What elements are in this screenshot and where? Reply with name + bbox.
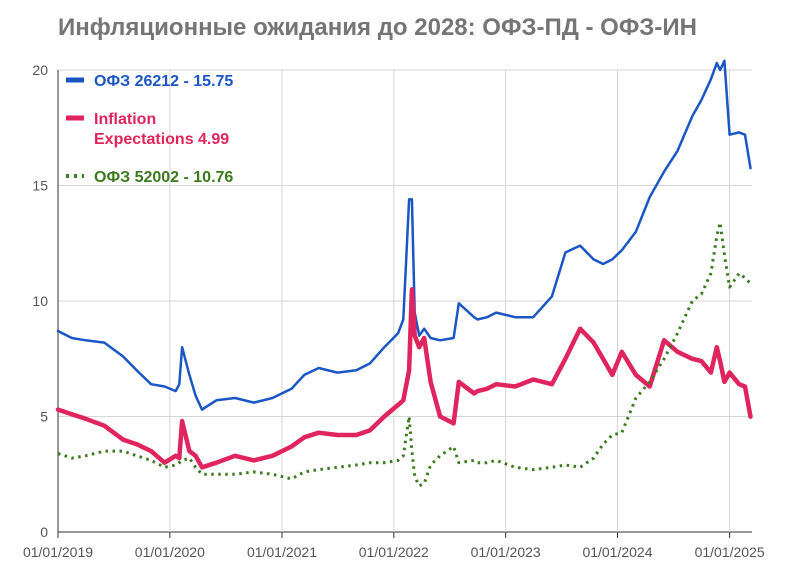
y-tick-label: 0 [40, 524, 48, 540]
axes: 0 5 10 15 20 01/01/2019 01/01/2020 01/01/2021 01… [23, 62, 765, 560]
x-tick-label: 01/01/2021 [247, 544, 317, 560]
chart-title: Инфляционные ожидания до 2028: ОФЗ-ПД - … [58, 14, 697, 41]
legend: ОФЗ 26212 - 15.75 Inflation Expectations 4… [66, 73, 233, 186]
series-line-1 [56, 59, 752, 411]
legend-label-2: Inflation Expectations 4.99 [94, 111, 229, 148]
series-layer [55, 59, 753, 488]
x-tick-label: 01/01/2025 [695, 544, 765, 560]
series-line-2 [55, 287, 753, 470]
y-tick-label: 10 [32, 293, 48, 309]
y-tick-label: 15 [32, 178, 48, 194]
x-tick-label: 01/01/2023 [471, 544, 541, 560]
series-line-3 [57, 221, 752, 488]
y-tick-label: 20 [32, 62, 48, 78]
x-tick-label: 01/01/2022 [359, 544, 429, 560]
legend-label-1: ОФЗ 26212 - 15.75 [94, 73, 233, 90]
x-tick-label: 01/01/2019 [23, 544, 93, 560]
x-tick-label: 01/01/2024 [582, 544, 652, 560]
x-tick-label: 01/01/2020 [135, 544, 205, 560]
legend-label-3: ОФЗ 52002 - 10.76 [94, 169, 233, 186]
y-tick-label: 5 [40, 409, 48, 425]
